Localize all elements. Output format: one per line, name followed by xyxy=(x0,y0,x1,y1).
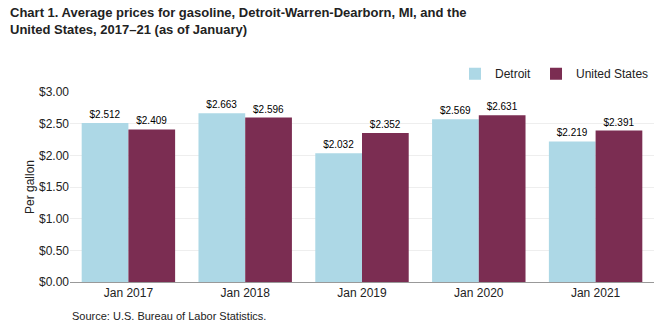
svg-text:$2.596: $2.596 xyxy=(253,104,284,115)
svg-text:$2.352: $2.352 xyxy=(370,119,401,130)
svg-text:Jan 2021: Jan 2021 xyxy=(571,286,621,300)
svg-text:United States: United States xyxy=(576,67,648,81)
svg-text:$2.391: $2.391 xyxy=(603,117,634,128)
svg-text:$1.00: $1.00 xyxy=(39,212,69,226)
svg-text:Jan 2018: Jan 2018 xyxy=(221,286,271,300)
svg-text:Per gallon: Per gallon xyxy=(23,160,37,214)
svg-text:$2.631: $2.631 xyxy=(487,101,518,112)
svg-text:$2.032: $2.032 xyxy=(323,139,354,150)
svg-text:$2.569: $2.569 xyxy=(440,105,471,116)
svg-text:$0.50: $0.50 xyxy=(39,244,69,258)
svg-text:$0.00: $0.00 xyxy=(39,275,69,289)
svg-text:$2.50: $2.50 xyxy=(39,117,69,131)
svg-text:$2.512: $2.512 xyxy=(90,109,121,120)
svg-text:Jan 2019: Jan 2019 xyxy=(337,286,387,300)
svg-text:$2.409: $2.409 xyxy=(136,115,167,126)
svg-text:$2.219: $2.219 xyxy=(557,127,588,138)
svg-text:$3.00: $3.00 xyxy=(39,85,69,99)
svg-text:Jan 2020: Jan 2020 xyxy=(454,286,504,300)
svg-text:Source: U.S. Bureau of Labor S: Source: U.S. Bureau of Labor Statistics. xyxy=(72,310,266,322)
svg-text:Chart 1. Average prices for ga: Chart 1. Average prices for gasoline, De… xyxy=(10,5,467,37)
svg-text:$2.00: $2.00 xyxy=(39,149,69,163)
svg-text:Detroit: Detroit xyxy=(495,67,531,81)
svg-text:Jan 2017: Jan 2017 xyxy=(104,286,154,300)
svg-text:$1.50: $1.50 xyxy=(39,180,69,194)
svg-text:$2.663: $2.663 xyxy=(206,99,237,110)
